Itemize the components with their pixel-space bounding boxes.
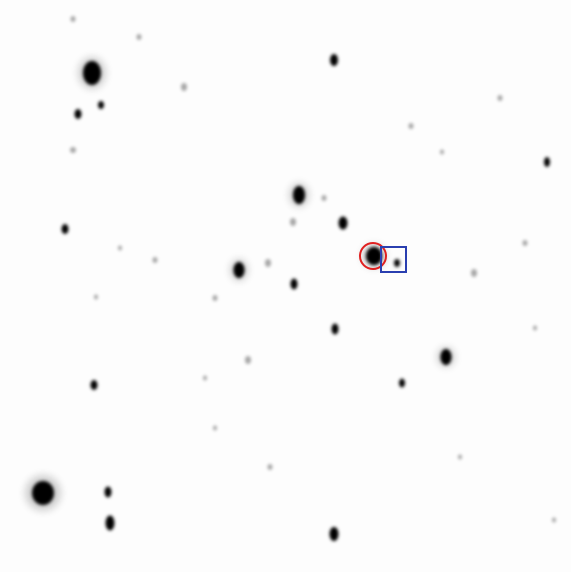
faint-stars <box>70 16 556 523</box>
target-circle <box>359 242 387 270</box>
comparison-box <box>380 246 407 273</box>
stars <box>32 54 550 541</box>
